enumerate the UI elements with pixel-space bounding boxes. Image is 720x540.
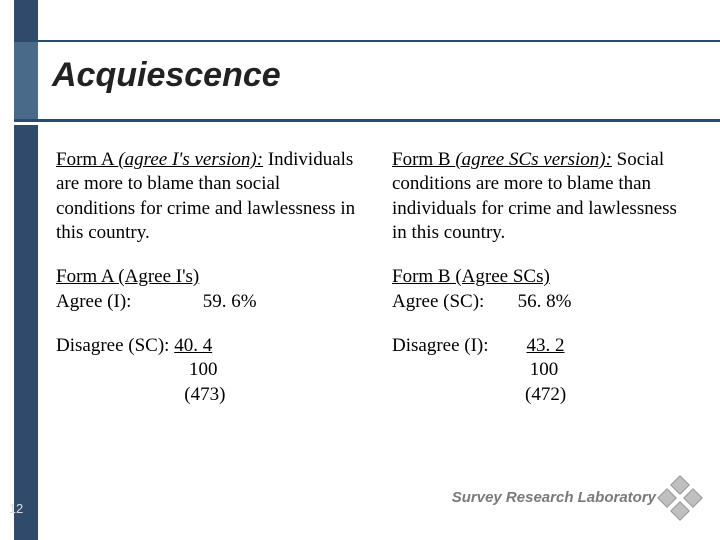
form-b-total: 100 [530,359,559,380]
diamond-icon [670,501,690,521]
left-column: Form A (agree I's version): Individuals … [56,148,360,490]
content-area: Form A (agree I's version): Individuals … [56,148,696,490]
form-b-total-row: 100 [392,358,696,382]
form-a-disagree-label: Disagree (SC): [56,335,169,356]
form-a-disagree-block: Disagree (SC): 40. 4 100 (473) [56,334,360,407]
form-b-n-row: (472) [392,383,696,407]
form-a-heading-paren: (agree I's version): [118,149,263,170]
left-accent-mid [14,40,38,122]
form-b-heading-paren: (agree SCs version): [455,149,612,170]
form-a-disagree-row: Disagree (SC): 40. 4 [56,334,360,358]
form-b-description: Form B (agree SCs version): Social condi… [392,148,696,245]
footer-label: Survey Research Laboratory [452,489,656,506]
diamond-icon [683,488,703,508]
left-accent-bar [14,125,38,540]
form-b-heading-label: Form B [392,149,455,170]
form-a-agree-pct: 59. 6% [203,291,257,312]
form-b-n: (472) [525,384,566,405]
diamond-icon [670,475,690,495]
form-a-disagree-val: 40. 4 [174,335,212,356]
top-accent-bar [14,0,38,40]
form-a-subheading: Form A (Agree I's) [56,265,360,289]
diamond-icon [657,488,677,508]
form-b-disagree-label: Disagree (I): [392,335,489,356]
form-b-disagree-val: 43. 2 [527,335,565,356]
form-b-disagree-block: Disagree (I): 43. 2 100 (472) [392,334,696,407]
form-b-agree-pct: 56. 8% [518,291,572,312]
form-b-agree-label: Agree (SC): [392,291,484,312]
form-a-total-row: 100 [56,358,360,382]
form-a-agree-row: Agree (I): 59. 6% [56,290,360,314]
form-a-n: (473) [184,384,225,405]
slide-title: Acquiescence [52,56,281,95]
form-a-description: Form A (agree I's version): Individuals … [56,148,360,245]
form-b-subheading: Form B (Agree SCs) [392,265,696,289]
right-column: Form B (agree SCs version): Social condi… [392,148,696,490]
form-b-disagree-row: Disagree (I): 43. 2 [392,334,696,358]
form-a-heading-label: Form A [56,149,118,170]
page-number: 12 [4,501,28,516]
form-a-results: Form A (Agree I's) Agree (I): 59. 6% [56,265,360,314]
form-b-results: Form B (Agree SCs) Agree (SC): 56. 8% [392,265,696,314]
form-a-n-row: (473) [56,383,360,407]
form-b-agree-row: Agree (SC): 56. 8% [392,290,696,314]
form-a-agree-label: Agree (I): [56,291,131,312]
form-a-total: 100 [189,359,218,380]
diamond-decoration [660,478,700,518]
